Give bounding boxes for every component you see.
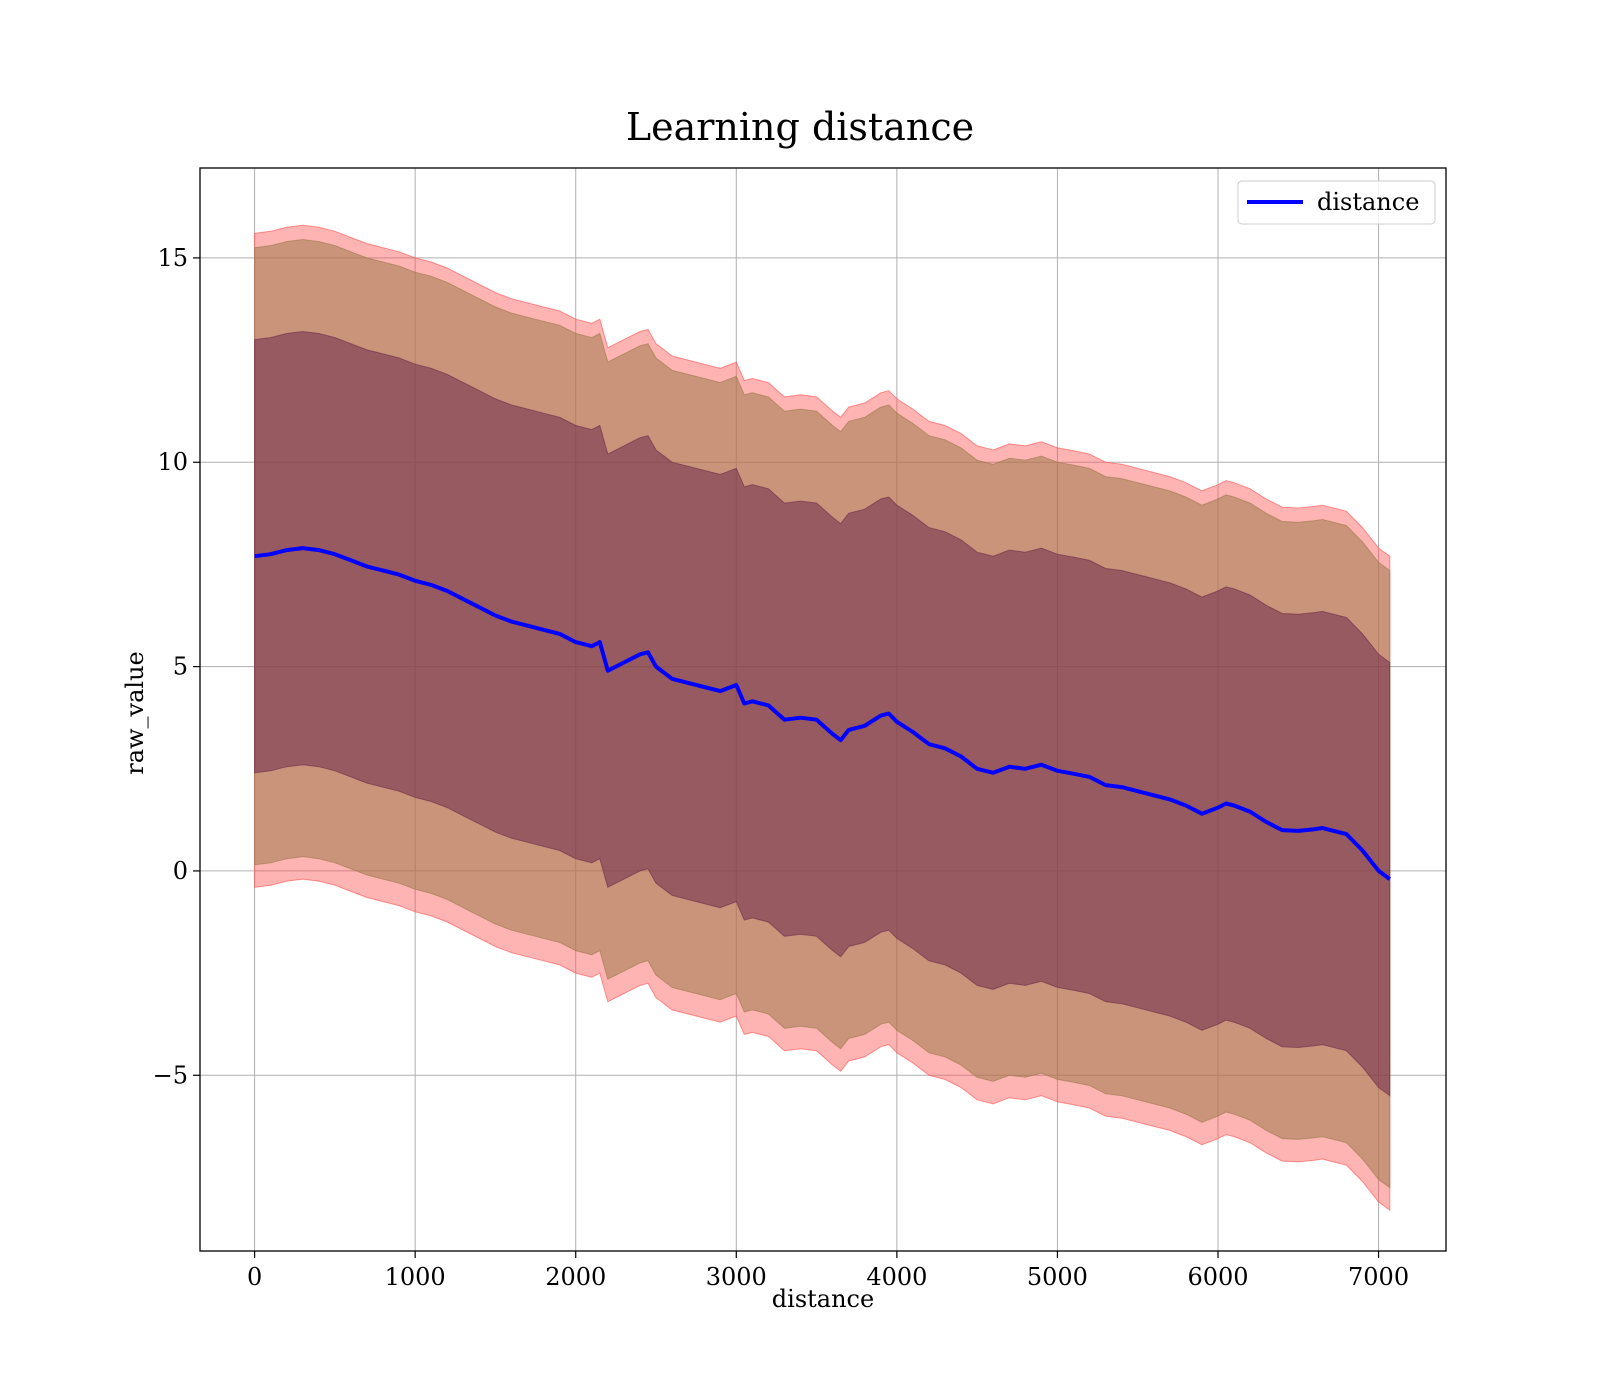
x-tick-label: 0 xyxy=(247,1263,262,1291)
series-lines xyxy=(254,546,1391,881)
x-tick-label: 3000 xyxy=(706,1263,767,1291)
plot-frame xyxy=(199,167,1447,1252)
axis-ticks: 0 1000 2000 3000 4000 5000 6000 7000 −5 0 5 10 15 xyxy=(153,244,1409,1291)
x-tick-label: 1000 xyxy=(385,1263,446,1291)
legend-label: distance xyxy=(1317,188,1419,216)
y-tick-label: 15 xyxy=(157,244,188,272)
chart-title: Learning distance xyxy=(626,105,974,149)
x-tick-label: 6000 xyxy=(1187,1263,1248,1291)
x-axis-label: distance xyxy=(772,1285,874,1313)
legend: distance xyxy=(1237,180,1436,225)
x-tick-label: 5000 xyxy=(1027,1263,1088,1291)
x-tick-label: 2000 xyxy=(545,1263,606,1291)
y-tick-label: −5 xyxy=(153,1061,188,1089)
y-tick-label: 0 xyxy=(173,857,188,885)
x-tick-label: 4000 xyxy=(866,1263,927,1291)
series-line-distance xyxy=(254,546,1391,881)
bands xyxy=(254,224,1391,1212)
inner-band xyxy=(254,330,1391,1097)
y-tick-label: 10 xyxy=(157,448,188,476)
y-axis-label: raw_value xyxy=(121,651,149,775)
x-tick-label: 7000 xyxy=(1348,1263,1409,1291)
legend-box xyxy=(1237,180,1436,225)
y-tick-label: 5 xyxy=(173,653,188,681)
